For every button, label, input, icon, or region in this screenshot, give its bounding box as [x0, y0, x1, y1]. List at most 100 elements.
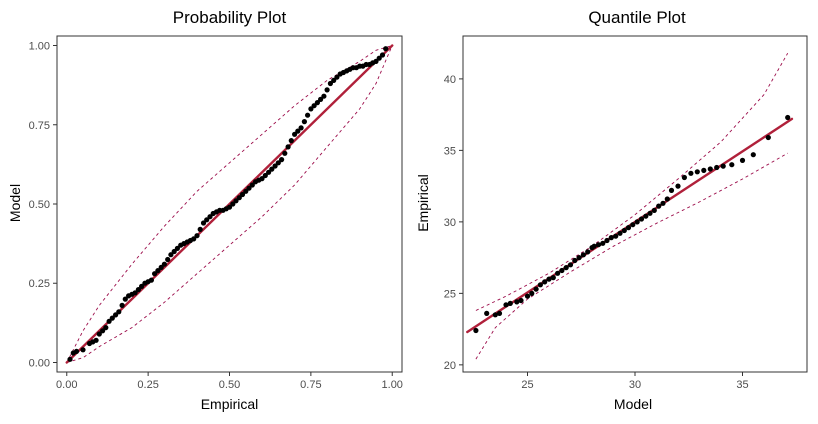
quantile-plot-band-upper — [475, 52, 789, 311]
quantile-plot-y-ticks: 20 25 30 35 40 — [444, 74, 463, 372]
probability-plot-point — [314, 100, 320, 106]
quantile-plot-point — [559, 267, 565, 274]
probability-plot-x-tick-label: 0.00 — [56, 379, 77, 391]
quantile-plot-point — [496, 310, 503, 316]
probability-plot-point — [139, 283, 145, 289]
quantile-plot-x-tick-label: 35 — [736, 379, 748, 391]
probability-plot-point — [106, 318, 112, 324]
probability-plot-point — [262, 172, 268, 179]
probability-plot-point — [171, 248, 177, 255]
probability-plot-point — [275, 160, 281, 166]
quantile-plot-point — [563, 265, 569, 271]
probability-plot-point — [148, 277, 154, 283]
probability-plot-point — [334, 74, 340, 80]
quantile-plot-point — [643, 213, 649, 219]
quantile-plot-y-tick-label: 25 — [444, 288, 456, 300]
probability-plot-point — [233, 198, 239, 204]
probability-plot-point — [249, 182, 255, 188]
probability-plot-point — [226, 204, 233, 210]
probability-plot-point — [93, 337, 99, 343]
quantile-plot-point — [595, 242, 602, 248]
quantile-plot-point — [638, 216, 645, 222]
quantile-plot-y-axis-title: Empirical — [415, 174, 431, 232]
probability-plot-point — [295, 128, 301, 134]
probability-plot-point — [122, 296, 128, 302]
quantile-plot-point — [546, 276, 552, 282]
probability-plot-point — [207, 214, 213, 220]
quantile-plot-point — [484, 310, 490, 316]
quantile-plot-point — [701, 167, 707, 173]
quantile-plot-panel-border — [462, 35, 808, 373]
probability-plot-point — [119, 302, 125, 308]
probability-plot-reference-line — [65, 44, 394, 364]
probability-plot-point — [376, 55, 382, 61]
quantile-plot-panel: Quantile Plot Model Empirical 25 30 35 202… — [415, 8, 808, 412]
probability-plot-point — [165, 256, 171, 263]
probability-plot-y-tick-label: 0.25 — [29, 278, 50, 290]
quantile-plot-point — [634, 219, 640, 225]
quantile-plot-title: Quantile Plot — [588, 8, 686, 27]
quantile-plot-point — [647, 210, 653, 216]
probability-plot-point — [194, 233, 200, 239]
quantile-plot-point — [550, 275, 556, 281]
probability-plot-point — [239, 191, 246, 198]
quantile-plot-point — [514, 299, 520, 305]
probability-plot-point — [243, 188, 249, 194]
quantile-plot-x-axis-title: Model — [614, 396, 652, 412]
probability-plot-point — [200, 220, 207, 226]
quantile-plot-point — [555, 270, 561, 276]
probability-plot-point — [113, 312, 119, 318]
quantile-plot-point — [750, 152, 756, 158]
probability-plot-point — [230, 201, 236, 207]
probability-plot-point — [168, 252, 174, 258]
probability-plot-point — [259, 176, 265, 182]
probability-plot-point — [67, 356, 73, 362]
quantile-plot-point — [600, 240, 606, 246]
probability-plot-point — [288, 138, 294, 144]
probability-plot-point — [311, 103, 317, 109]
quantile-plot-points — [473, 114, 791, 334]
probability-plot-point — [324, 87, 330, 93]
probability-plot-point — [266, 169, 272, 175]
probability-plot-point — [158, 264, 164, 270]
probability-plot-fit-line — [65, 44, 394, 364]
quantile-plot-point — [720, 163, 726, 169]
quantile-plot-point — [604, 237, 610, 244]
probability-plot-point — [116, 309, 122, 315]
quantile-plot-y-tick-label: 20 — [444, 360, 456, 372]
probability-plot-x-tick-label: 0.75 — [300, 379, 321, 391]
quantile-plot-point — [591, 243, 597, 249]
probability-plot-point — [132, 290, 138, 296]
probability-plot-point — [318, 96, 324, 102]
probability-plot-point — [204, 217, 210, 223]
quantile-plot-point — [492, 312, 498, 318]
probability-plot-confidence-band — [66, 45, 393, 363]
probability-plot-y-tick-label: 0.50 — [29, 199, 50, 211]
probability-plot-x-tick-label: 1.00 — [382, 379, 403, 391]
probability-plot-point — [96, 331, 102, 337]
quantile-plot-point — [613, 233, 619, 239]
quantile-plot-point — [533, 286, 539, 292]
quantile-plot-x-tick-label: 25 — [521, 379, 533, 391]
probability-plot-point — [109, 315, 115, 321]
quantile-plot-point — [617, 230, 623, 236]
probability-plot-point — [279, 157, 285, 163]
probability-plot-point — [80, 347, 86, 353]
quantile-plot-point — [664, 196, 670, 202]
probability-plot-y-tick-label: 1.00 — [29, 41, 50, 53]
probability-plot-band-upper — [66, 45, 393, 363]
quantile-plot-point — [567, 262, 574, 268]
quantile-plot-point — [694, 169, 700, 175]
probability-plot-point — [331, 77, 337, 83]
quantile-plot-y-tick-label: 40 — [444, 74, 456, 86]
probability-plot-x-tick-label: 0.25 — [137, 379, 158, 391]
quantile-plot-confidence-band — [475, 52, 789, 360]
quantile-plot-point — [630, 222, 636, 228]
probability-plot-point — [305, 112, 311, 118]
quantile-plot-point — [681, 174, 688, 181]
quantile-plot-point — [608, 235, 614, 241]
probability-plot-point — [301, 119, 307, 125]
quantile-plot-point — [621, 227, 627, 234]
probability-plot-point — [135, 287, 141, 293]
